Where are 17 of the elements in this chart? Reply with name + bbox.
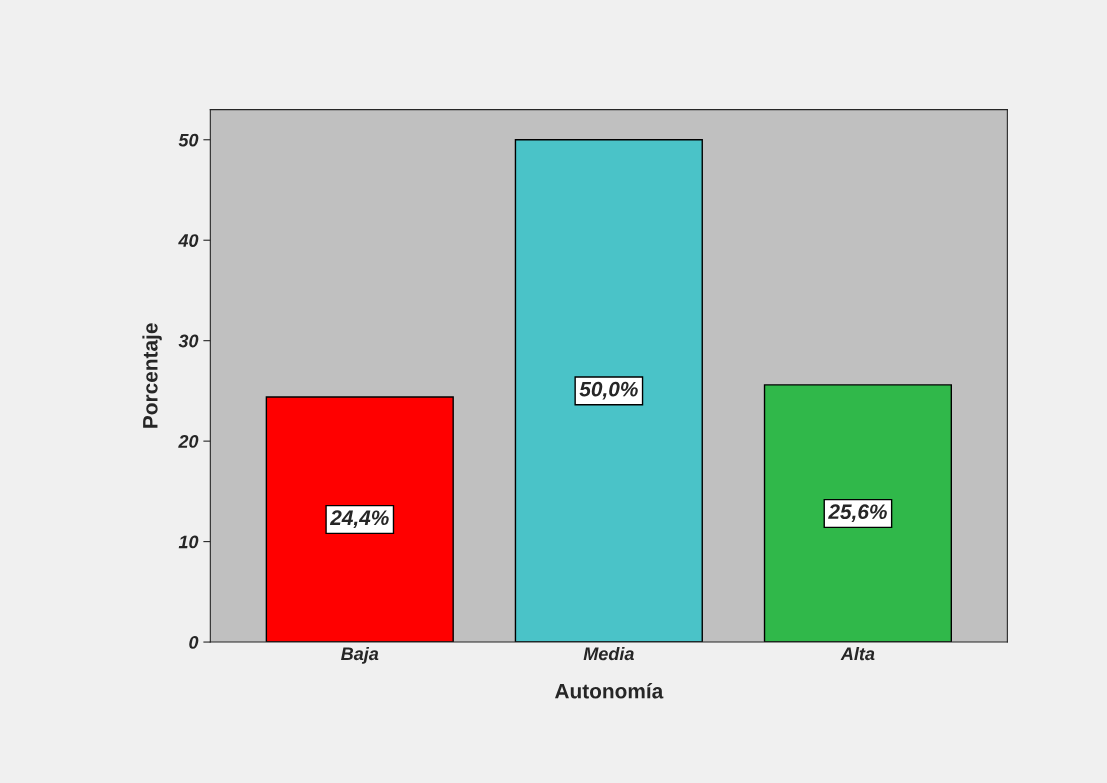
- y-axis-title: Porcentaje: [142, 323, 162, 428]
- bar: [763, 384, 953, 643]
- x-tick-label: Media: [583, 646, 634, 661]
- x-tick-label: Baja: [341, 646, 379, 664]
- y-tick-label: 50: [178, 133, 199, 147]
- data-label: 25,6%: [828, 504, 887, 523]
- bar: [265, 396, 454, 643]
- x-axis-title: Autonomía: [554, 683, 664, 699]
- data-label: 50,0%: [579, 381, 638, 400]
- data-label: 24,4%: [329, 510, 389, 529]
- y-tick-label: 0: [189, 635, 199, 649]
- y-tick-label: 10: [178, 535, 199, 549]
- y-tick-label: 30: [178, 334, 199, 348]
- y-tick-label: 40: [178, 234, 199, 247]
- x-tick-label: Alta: [840, 646, 875, 661]
- bar: [514, 139, 703, 643]
- y-tick-label: 20: [178, 435, 199, 448]
